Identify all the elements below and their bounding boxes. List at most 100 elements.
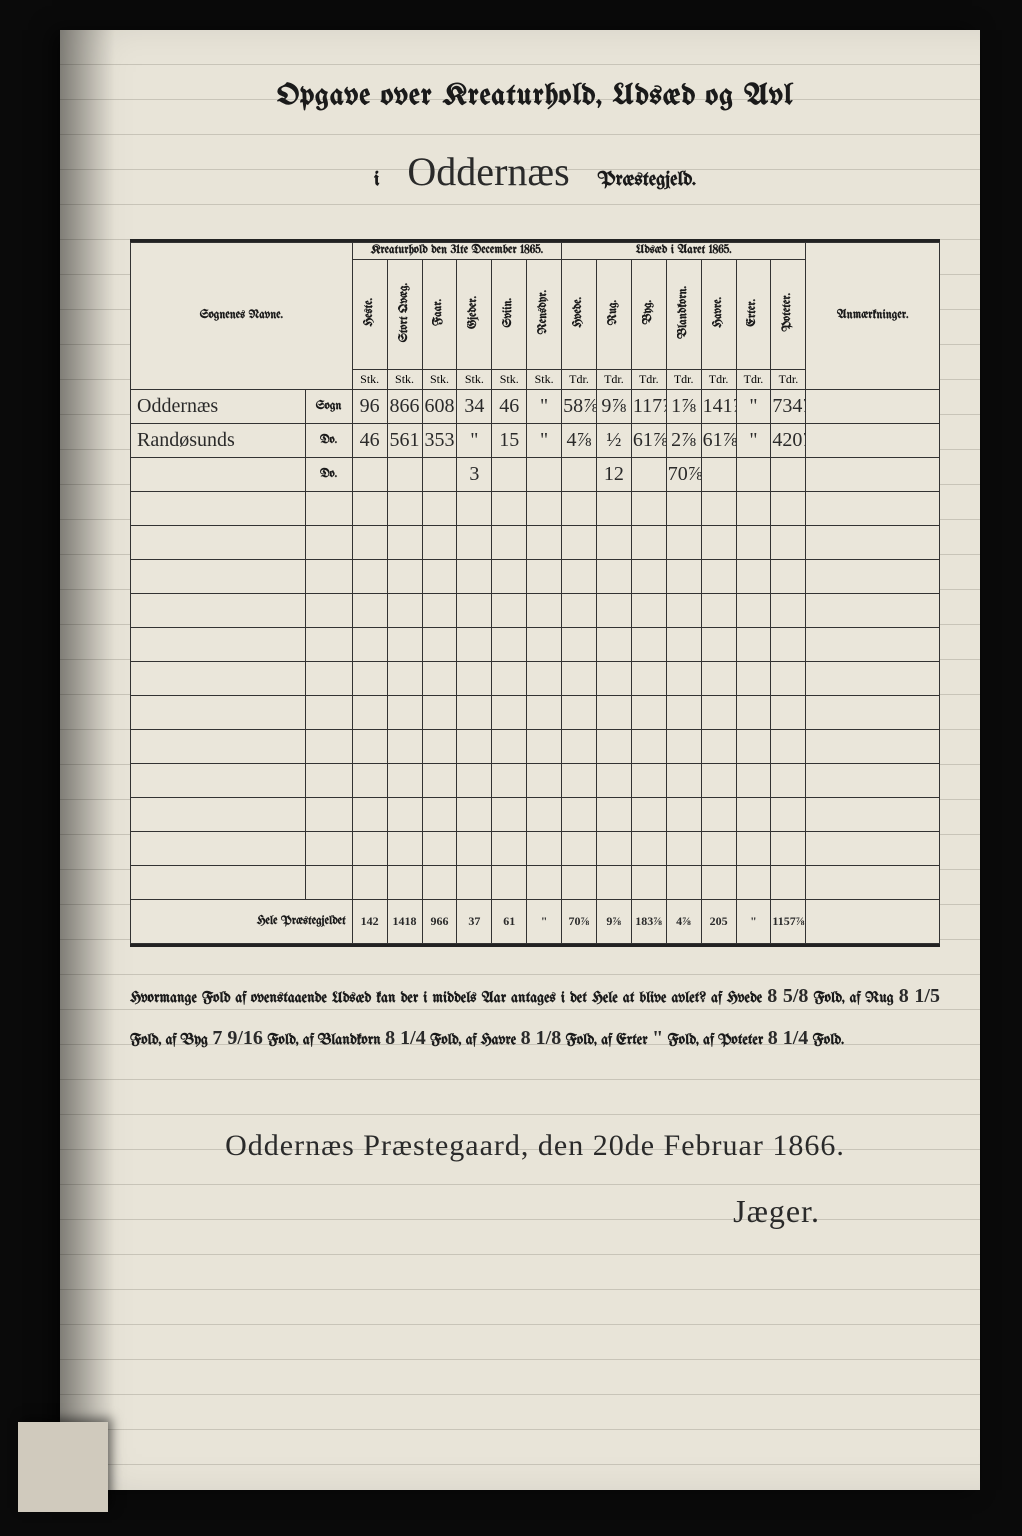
cell-blank [631, 628, 666, 662]
cell-blank [527, 492, 562, 526]
cell-blank [457, 832, 492, 866]
cell-blank [492, 526, 527, 560]
cell-blank [736, 696, 771, 730]
cell-blank [771, 594, 806, 628]
col-byg: Byg. [631, 260, 666, 370]
cell-blank [631, 526, 666, 560]
cell-blank [806, 662, 940, 696]
table-row-blank [131, 798, 940, 832]
cell-blank [771, 798, 806, 832]
cell [492, 458, 527, 492]
cell-blank [387, 662, 422, 696]
cell-blank [422, 764, 457, 798]
unit: Tdr. [771, 370, 806, 390]
cell-blank [527, 730, 562, 764]
cell-blank [596, 866, 631, 900]
cell-blank [736, 662, 771, 696]
cell-blank [457, 662, 492, 696]
cell-blank [736, 832, 771, 866]
cell-blank [806, 492, 940, 526]
cell-blank [527, 798, 562, 832]
fv-havre: 8 1/8 [521, 1027, 562, 1049]
cell-blank [492, 662, 527, 696]
cell-blank [701, 662, 736, 696]
cell-blank [771, 628, 806, 662]
unit: Tdr. [701, 370, 736, 390]
cell-blank [631, 866, 666, 900]
col-faar: Faar. [422, 260, 457, 370]
sub-i: i [374, 170, 379, 191]
cell-blank [631, 832, 666, 866]
sum-cell: " [527, 900, 562, 944]
cell: 12 [596, 458, 631, 492]
sum-label: Hele Præstegjeldet [131, 900, 353, 944]
cell-blank [736, 560, 771, 594]
sum-cell: 183⅞ [631, 900, 666, 944]
row-ann [806, 390, 940, 424]
cell-blank [631, 594, 666, 628]
cell-blank [527, 696, 562, 730]
cell-blank [631, 764, 666, 798]
cell-blank [666, 492, 701, 526]
group-kreatur: Kreaturhold den 31te December 1865. [352, 243, 561, 260]
cell-blank [771, 526, 806, 560]
sum-cell: 9⅞ [596, 900, 631, 944]
cell: " [736, 390, 771, 424]
cell [736, 458, 771, 492]
cell-blank [352, 696, 387, 730]
row-ann [806, 424, 940, 458]
ft: Fold, af Byg [130, 1032, 208, 1048]
fv-erter: " [652, 1027, 663, 1049]
table-row-blank [131, 594, 940, 628]
cell-blank [631, 662, 666, 696]
cell-blank [631, 560, 666, 594]
cell-blank [492, 730, 527, 764]
unit: Stk. [422, 370, 457, 390]
cell-blank [527, 866, 562, 900]
cell-blank [131, 730, 306, 764]
col-hvede: Hvede. [562, 260, 597, 370]
cell-blank [422, 798, 457, 832]
cell-blank [387, 492, 422, 526]
ft: Hvormange Fold af ovenstaaende Udsæd kan… [130, 990, 762, 1006]
cell: 46 [352, 424, 387, 458]
cell: 70⅞ [666, 458, 701, 492]
unit: Stk. [527, 370, 562, 390]
cell-blank [596, 492, 631, 526]
cell-blank [527, 628, 562, 662]
sum-cell: 37 [457, 900, 492, 944]
cell [631, 458, 666, 492]
cell-blank [596, 696, 631, 730]
cell-blank [305, 696, 352, 730]
sum-ann [806, 900, 940, 944]
unit: Tdr. [666, 370, 701, 390]
cell-blank [387, 696, 422, 730]
cell-blank [387, 526, 422, 560]
unit: Stk. [387, 370, 422, 390]
cell-blank [387, 730, 422, 764]
cell-blank [596, 594, 631, 628]
cell-blank [422, 526, 457, 560]
cell-blank [701, 730, 736, 764]
cell-blank [305, 492, 352, 526]
cell-blank [492, 866, 527, 900]
table-row-blank [131, 526, 940, 560]
cell-blank [387, 832, 422, 866]
cell-blank [596, 628, 631, 662]
cell-blank [806, 832, 940, 866]
cell: 9⅞ [596, 390, 631, 424]
cell-blank [596, 662, 631, 696]
cell-blank [422, 662, 457, 696]
cell-blank [305, 526, 352, 560]
cell-blank [631, 798, 666, 832]
table-row: Do.31270⅞ [131, 458, 940, 492]
cell-blank [457, 526, 492, 560]
cell-blank [131, 526, 306, 560]
cell-blank [666, 730, 701, 764]
col-erter: Erter. [736, 260, 771, 370]
cell [701, 458, 736, 492]
cell-blank [701, 628, 736, 662]
cell: 1⅞ [666, 390, 701, 424]
cell-blank [352, 628, 387, 662]
cell-blank [596, 526, 631, 560]
